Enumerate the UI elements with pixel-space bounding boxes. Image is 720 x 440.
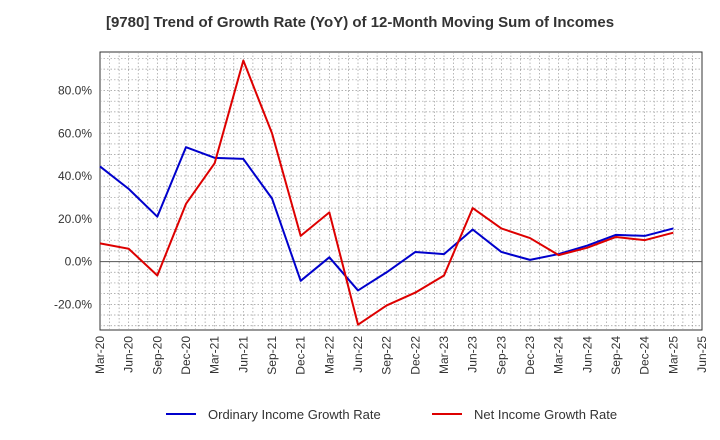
x-tick-label: Sep-20: [150, 336, 164, 375]
legend-label: Ordinary Income Growth Rate: [208, 407, 381, 422]
x-tick-label: Jun-24: [580, 336, 594, 373]
x-tick-label: Sep-24: [609, 336, 623, 375]
x-tick-label: Mar-23: [437, 336, 451, 374]
axes: -20.0% 0.0% 20.0% 40.0% 60.0% 80.0% Mar-20 Jun-…: [54, 83, 709, 374]
y-tick-label: 20.0%: [58, 212, 92, 226]
chart-title: [9780] Trend of Growth Rate (YoY) of 12-…: [105, 14, 615, 31]
x-tick-label: Mar-22: [322, 336, 336, 374]
y-tick-label: 80.0%: [58, 83, 92, 97]
legend-label: Net Income Growth Rate: [474, 407, 617, 422]
x-tick-label: Dec-24: [638, 336, 652, 375]
series-line: [99, 146, 674, 292]
y-tick-label: 40.0%: [58, 169, 92, 183]
x-tick-label: Sep-23: [494, 336, 508, 375]
y-tick-label: -20.0%: [54, 297, 92, 311]
legend: Ordinary Income Growth Rate Net Income Gr…: [166, 407, 617, 422]
x-tick-label: Jun-22: [351, 336, 365, 373]
x-tick-label: Mar-20: [93, 336, 107, 374]
x-tick-label: Dec-20: [179, 336, 193, 375]
plot-area: [99, 51, 703, 331]
x-tick-label: Dec-22: [408, 336, 422, 375]
x-tick-label: Dec-23: [523, 336, 537, 375]
x-tick-label: Jun-20: [122, 336, 136, 373]
x-tick-label: Mar-25: [666, 336, 680, 374]
x-tick-label: Mar-21: [208, 336, 222, 374]
y-tick-label: 60.0%: [58, 126, 92, 140]
x-tick-label: Jun-23: [466, 336, 480, 373]
x-tick-label: Jun-25: [695, 336, 709, 373]
x-tick-label: Jun-21: [236, 336, 250, 373]
x-tick-label: Sep-22: [380, 336, 394, 375]
x-tick-label: Mar-24: [552, 336, 566, 374]
x-tick-label: Sep-21: [265, 336, 279, 375]
grid: [99, 51, 703, 331]
series-lines: [99, 59, 674, 326]
y-tick-label: 0.0%: [65, 255, 93, 269]
series-line: [99, 59, 674, 326]
x-tick-label: Dec-21: [294, 336, 308, 375]
